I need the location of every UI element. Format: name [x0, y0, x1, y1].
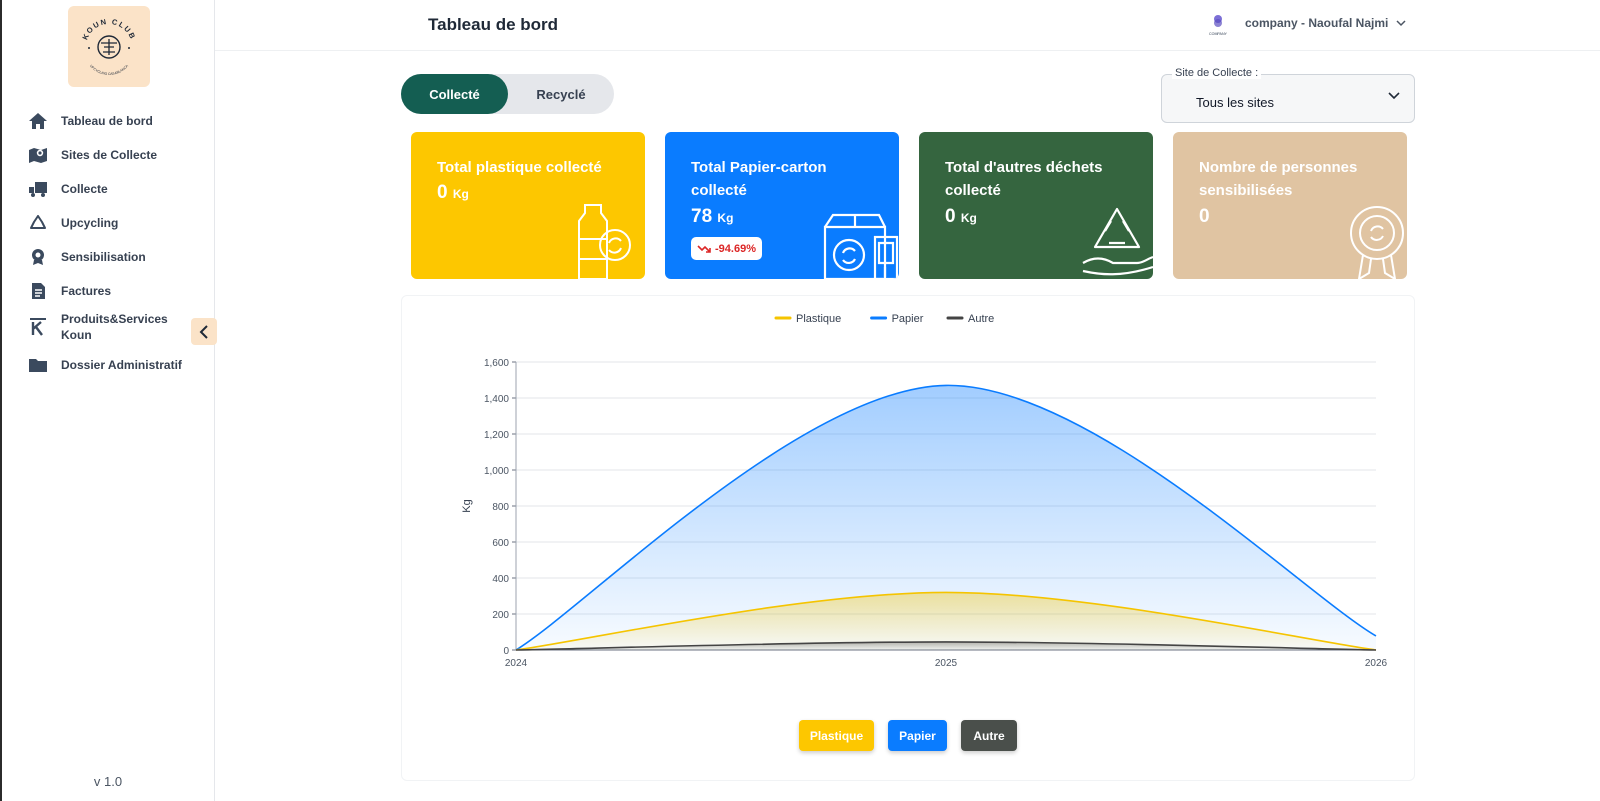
invoice-icon [28, 281, 48, 301]
chevron-down-icon [1396, 19, 1406, 26]
legend-button-plastique[interactable]: Plastique [799, 720, 874, 751]
y-tick-label: 400 [492, 574, 509, 585]
card-plastique: Total plastique collecté 0 Kg [411, 132, 645, 279]
sidebar-item-factures[interactable]: Factures [2, 274, 214, 308]
series-line-autre [515, 641, 1377, 651]
card-value: 0 Kg [437, 182, 469, 203]
svg-text:KOUN CLUB: KOUN CLUB [80, 16, 137, 40]
legend-label: Papier [892, 313, 924, 325]
series-area-plastique [516, 592, 1376, 650]
sidebar-item-dossier-administratif[interactable]: Dossier Administratif [2, 348, 214, 382]
map-icon [28, 145, 48, 165]
user-menu[interactable]: company - Naoufal Najmi [1245, 16, 1406, 30]
area-chart: 0 200 400 600 800 1,000 1,200 1,400 1,600 2024 202… [461, 313, 1388, 669]
company-logo-icon: COMPANY [1209, 15, 1228, 36]
sidebar-item-sites-de-collecte[interactable]: Sites de Collecte [2, 138, 214, 172]
y-tick-label: 1,200 [484, 430, 509, 441]
series-line-plastique [515, 591, 1377, 651]
site-select-label: Site de Collecte : [1172, 67, 1262, 79]
card-value: 0 Kg [945, 206, 977, 227]
app-version: v 1.0 [93, 774, 123, 789]
sidebar-item-label: Factures [61, 284, 112, 298]
sidebar-item-label: Sites de Collecte [61, 148, 158, 162]
top-bar: Tableau de bord COMPANY company - Naoufa… [215, 0, 1600, 51]
collapse-sidebar-button[interactable] [191, 318, 217, 345]
chevron-down-icon [1388, 92, 1400, 100]
series-area-autre [516, 641, 1376, 650]
toggle-collecte[interactable]: Collecté [401, 74, 508, 114]
cardboard-box-icon [823, 213, 899, 279]
recycle-icon [28, 213, 48, 233]
y-tick-label: 600 [492, 538, 509, 549]
legend-button-papier[interactable]: Papier [888, 720, 947, 751]
sidebar-item-label: Tableau de bord [61, 114, 153, 128]
legend-button-autre[interactable]: Autre [961, 720, 1017, 751]
card-title: Total plastique collecté [437, 159, 602, 176]
legend-label: Plastique [796, 313, 841, 325]
chart-panel: 0 200 400 600 800 1,000 1,200 1,400 1,600 2024 202… [401, 295, 1415, 781]
site-select-value: Tous les sites [1196, 95, 1275, 110]
sidebar-item-label: Sensibilisation [61, 250, 146, 264]
truck-icon [28, 179, 48, 199]
k-logo-icon [28, 317, 48, 337]
trend-down-icon [697, 244, 711, 253]
koun-club-logo-icon: KOUN CLUB UPCYCLING CASABLANCA [80, 16, 137, 76]
sidebar-item-produits-services[interactable]: Produits&Services Koun [2, 308, 214, 346]
svg-text:COMPANY: COMPANY [1209, 32, 1228, 36]
award-icon [28, 247, 48, 267]
y-tick-label: 0 [503, 646, 509, 657]
x-tick-label: 2025 [935, 658, 958, 669]
legend-label: Autre [968, 313, 994, 325]
card-title: Total Papier-carton collecté [691, 159, 827, 199]
card-papier: Total Papier-carton collecté 78 Kg -94.6… [665, 132, 899, 279]
x-tick-label: 2024 [505, 658, 528, 669]
koun-club-logo[interactable]: KOUN CLUB UPCYCLING CASABLANCA [68, 6, 150, 87]
series-line-papier [515, 384, 1377, 651]
card-value: 0 [1199, 206, 1210, 227]
card-value: 78 Kg [691, 206, 734, 227]
sidebar-item-label: Produits&Services Koun [61, 312, 168, 342]
sidebar: KOUN CLUB UPCYCLING CASABLANCA Tableau d… [2, 0, 217, 801]
home-icon [28, 111, 48, 131]
series-area-papier [516, 385, 1376, 650]
award-ribbon-icon [1350, 206, 1404, 279]
sidebar-item-sensibilisation[interactable]: Sensibilisation [2, 240, 214, 274]
folder-icon [28, 355, 48, 375]
toggle-recycle[interactable]: Recyclé [536, 86, 586, 102]
y-tick-label: 1,000 [484, 466, 509, 477]
y-axis-label: Kg [461, 499, 473, 512]
plastic-bottle-icon [578, 204, 631, 279]
sidebar-item-upcycling[interactable]: Upcycling [2, 206, 214, 240]
card-title: Total d'autres déchets collecté [945, 159, 1103, 199]
recycle-hand-icon [1082, 207, 1153, 276]
sidebar-item-label: Upcycling [61, 216, 119, 230]
chevron-left-icon [199, 324, 208, 339]
sidebar-item-tableau-de-bord[interactable]: Tableau de bord [2, 104, 214, 138]
svg-text:UPCYCLING CASABLANCA: UPCYCLING CASABLANCA [89, 63, 130, 76]
y-tick-label: 1,400 [484, 394, 509, 405]
window-edge [0, 0, 2, 801]
x-tick-label: 2026 [1365, 658, 1388, 669]
collecte-recycle-toggle: Collecté Recyclé [401, 74, 614, 114]
site-collecte-select[interactable]: Site de Collecte : Tous les sites [1161, 67, 1415, 123]
card-sensibilisees: Nombre de personnes sensibilisées 0 [1173, 132, 1407, 279]
sidebar-item-collecte[interactable]: Collecte [2, 172, 214, 206]
trend-badge: -94.69% [691, 237, 762, 260]
y-tick-label: 200 [492, 610, 509, 621]
sidebar-item-label: Collecte [61, 182, 108, 196]
card-title: Nombre de personnes sensibilisées [1199, 159, 1358, 199]
y-tick-label: 1,600 [484, 358, 509, 369]
sidebar-item-label: Dossier Administratif [61, 358, 182, 372]
user-name: company - Naoufal Najmi [1245, 16, 1389, 30]
y-tick-label: 800 [492, 502, 509, 513]
card-autres: Total d'autres déchets collecté 0 Kg [919, 132, 1153, 279]
page-title: Tableau de bord [428, 15, 559, 34]
